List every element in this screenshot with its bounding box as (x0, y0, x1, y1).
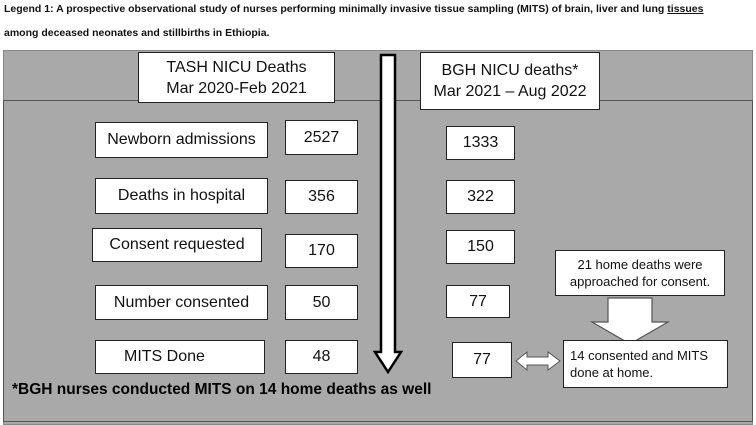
tash-value: 356 (285, 180, 358, 214)
tash-title: TASH NICU Deaths (166, 58, 307, 76)
legend-line2: among deceased neonates and stillbirths … (4, 27, 270, 39)
bgh-header: BGH NICU deaths* Mar 2021 – Aug 2022 (420, 52, 600, 110)
double-arrow (515, 350, 561, 372)
bgh-value: 322 (446, 180, 515, 214)
legend-line: Legend 1: A prospective observational st… (4, 3, 703, 15)
row-label: Deaths in hospital (95, 178, 268, 214)
tash-value: 2527 (285, 120, 358, 155)
down-arrow (372, 53, 404, 375)
tash-value: 48 (285, 340, 358, 374)
bgh-value: 77 (452, 342, 512, 378)
legend-title: Legend 1: A prospective observational st… (4, 3, 665, 15)
bgh-title: BGH NICU deaths* (441, 62, 579, 79)
bgh-value: 77 (446, 285, 510, 318)
home-arrow (589, 297, 671, 345)
row-label: MITS Done (95, 340, 265, 374)
footnote: *BGH nurses conducted MITS on 14 home de… (12, 381, 432, 398)
tash-header: TASH NICU Deaths Mar 2020-Feb 2021 (138, 52, 335, 103)
tash-period: Mar 2020-Feb 2021 (166, 79, 307, 97)
inner-panel (3, 100, 753, 422)
row-label: Number consented (95, 285, 268, 320)
bgh-period: Mar 2021 – Aug 2022 (433, 83, 587, 100)
bgh-value: 1333 (446, 126, 515, 160)
bgh-value: 150 (446, 230, 515, 264)
row-label: Consent requested (92, 228, 262, 262)
tash-value: 170 (285, 234, 358, 268)
home-approached: 21 home deaths were approached for conse… (555, 250, 725, 296)
tash-value: 50 (285, 285, 358, 320)
row-label: Newborn admissions (95, 122, 268, 158)
legend-underlined: tissues (667, 3, 704, 15)
home-consented: 14 consented and MITS done at home. (563, 340, 728, 388)
